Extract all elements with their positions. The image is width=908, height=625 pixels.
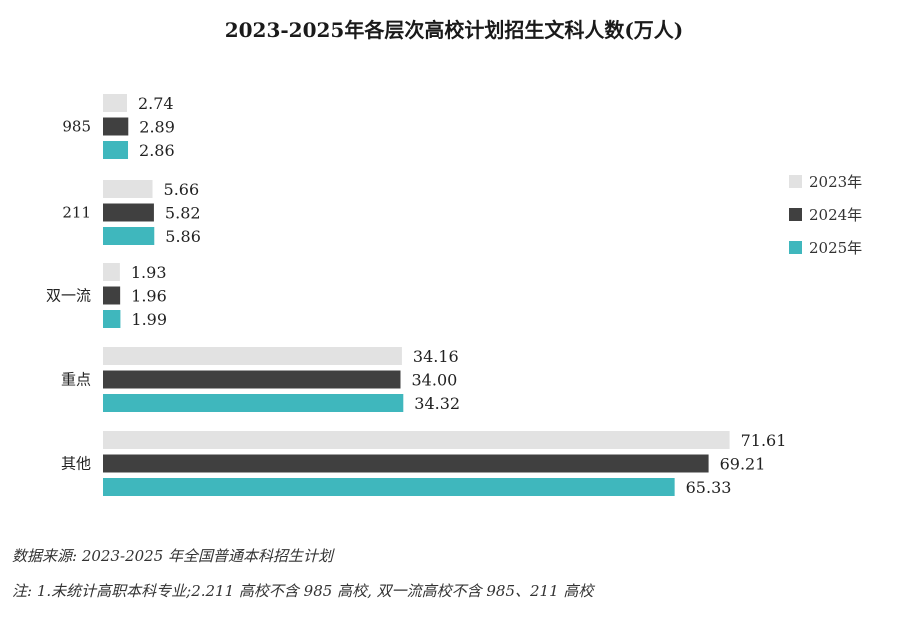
data-label: 69.21 (720, 455, 766, 474)
data-label: 1.99 (131, 310, 167, 329)
category-label: 双一流 (46, 287, 91, 305)
bar (103, 227, 155, 245)
data-label: 2.74 (138, 94, 174, 113)
category-label: 211 (62, 204, 91, 222)
legend-label: 2024年 (809, 206, 862, 224)
data-label: 2.89 (139, 118, 175, 137)
bar (103, 310, 121, 328)
legend-swatch (789, 208, 802, 221)
data-label: 5.66 (164, 180, 200, 199)
data-label: 5.82 (165, 204, 201, 223)
bar (103, 286, 121, 305)
legend-label: 2023年 (809, 173, 862, 191)
category-label: 重点 (61, 371, 91, 389)
bar (103, 263, 120, 281)
bar (103, 180, 153, 198)
legend-swatch (789, 241, 802, 254)
data-label: 34.00 (412, 371, 458, 390)
data-label: 71.61 (741, 431, 787, 450)
data-label: 1.96 (131, 287, 167, 306)
bar (103, 478, 675, 496)
bar (103, 117, 129, 136)
bar (103, 141, 129, 159)
data-label: 5.86 (165, 227, 201, 246)
bar (103, 394, 404, 412)
footnote: 注: 1.未统计高职本科专业;2.211 高校不含 985 高校, 双一流高校不… (12, 582, 594, 600)
data-label: 34.32 (414, 394, 460, 413)
legend-swatch (789, 175, 802, 188)
legend-label: 2025年 (809, 239, 862, 257)
source-note: 数据来源: 2023-2025 年全国普通本科招生计划 (12, 547, 334, 565)
bar (103, 347, 402, 365)
category-label: 985 (62, 118, 91, 136)
chart-title: 2023-2025年各层次高校计划招生文科人数(万人) (224, 18, 684, 42)
bar (103, 94, 127, 112)
bar (103, 203, 154, 222)
bar (103, 431, 730, 449)
data-label: 65.33 (686, 478, 732, 497)
bar-chart: 985 2.74 2.89 2.86 211 5.66 5.82 5.86 双一流 1.93 1.9… (46, 94, 862, 497)
data-label: 1.93 (131, 263, 167, 282)
bar (103, 454, 709, 473)
category-label: 其他 (61, 455, 91, 473)
data-label: 2.86 (139, 141, 175, 160)
bar (103, 370, 401, 389)
data-label: 34.16 (413, 347, 459, 366)
